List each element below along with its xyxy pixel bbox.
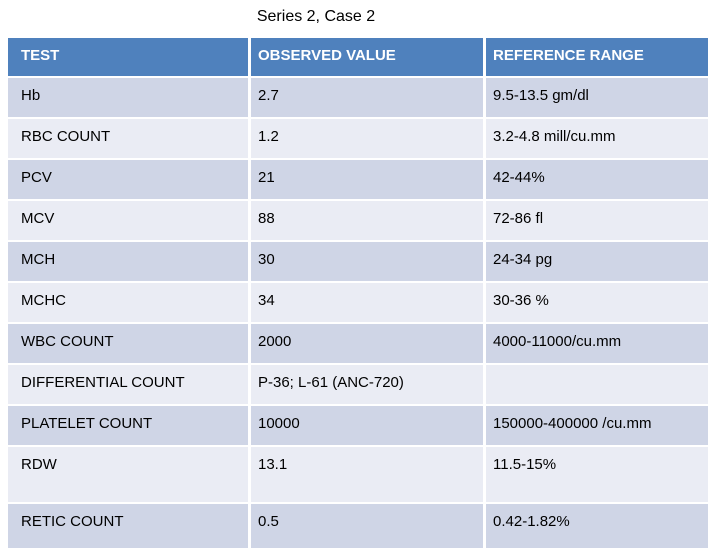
observed-cell: 0.5 xyxy=(251,504,486,550)
table-row: Hb 2.7 9.5-13.5 gm/dl xyxy=(8,78,708,119)
table-row: RETIC COUNT 0.5 0.42-1.82% xyxy=(8,504,708,550)
reference-cell: 3.2-4.8 mill/cu.mm xyxy=(486,119,708,160)
observed-cell: 34 xyxy=(251,283,486,324)
reference-cell: 11.5-15% xyxy=(486,447,708,504)
test-cell: MCV xyxy=(8,201,251,242)
observed-cell: 1.2 xyxy=(251,119,486,160)
test-cell: RBC COUNT xyxy=(8,119,251,160)
test-cell: PCV xyxy=(8,160,251,201)
reference-cell: 42-44% xyxy=(486,160,708,201)
lab-results-table: TEST OBSERVED VALUE REFERENCE RANGE Hb 2… xyxy=(8,38,708,550)
test-cell: RDW xyxy=(8,447,251,504)
table-row: MCH 30 24-34 pg xyxy=(8,242,708,283)
observed-cell: 10000 xyxy=(251,406,486,447)
reference-cell: 150000-400000 /cu.mm xyxy=(486,406,708,447)
column-header-observed-value: OBSERVED VALUE xyxy=(251,38,486,78)
observed-cell: 88 xyxy=(251,201,486,242)
table-row: PLATELET COUNT 10000 150000-400000 /cu.m… xyxy=(8,406,708,447)
table-row: PCV 21 42-44% xyxy=(8,160,708,201)
table-row: WBC COUNT 2000 4000-11000/cu.mm xyxy=(8,324,708,365)
header-row: TEST OBSERVED VALUE REFERENCE RANGE xyxy=(8,38,708,78)
observed-cell: P-36; L-61 (ANC-720) xyxy=(251,365,486,406)
observed-cell: 30 xyxy=(251,242,486,283)
test-cell: PLATELET COUNT xyxy=(8,406,251,447)
reference-cell: 24-34 pg xyxy=(486,242,708,283)
column-header-test: TEST xyxy=(8,38,251,78)
table-row: RDW 13.1 11.5-15% xyxy=(8,447,708,504)
table-row: DIFFERENTIAL COUNT P-36; L-61 (ANC-720) xyxy=(8,365,708,406)
page-title: Series 2, Case 2 xyxy=(256,8,376,25)
observed-cell: 2.7 xyxy=(251,78,486,119)
reference-cell xyxy=(486,365,708,406)
column-header-reference-range: REFERENCE RANGE xyxy=(486,38,708,78)
observed-cell: 13.1 xyxy=(251,447,486,504)
table-row: MCHC 34 30-36 % xyxy=(8,283,708,324)
test-cell: DIFFERENTIAL COUNT xyxy=(8,365,251,406)
table-row: MCV 88 72-86 fl xyxy=(8,201,708,242)
observed-cell: 2000 xyxy=(251,324,486,365)
test-cell: WBC COUNT xyxy=(8,324,251,365)
observed-cell: 21 xyxy=(251,160,486,201)
reference-cell: 4000-11000/cu.mm xyxy=(486,324,708,365)
test-cell: RETIC COUNT xyxy=(8,504,251,550)
reference-cell: 30-36 % xyxy=(486,283,708,324)
test-cell: Hb xyxy=(8,78,251,119)
reference-cell: 0.42-1.82% xyxy=(486,504,708,550)
reference-cell: 9.5-13.5 gm/dl xyxy=(486,78,708,119)
table-row: RBC COUNT 1.2 3.2-4.8 mill/cu.mm xyxy=(8,119,708,160)
test-cell: MCH xyxy=(8,242,251,283)
test-cell: MCHC xyxy=(8,283,251,324)
reference-cell: 72-86 fl xyxy=(486,201,708,242)
